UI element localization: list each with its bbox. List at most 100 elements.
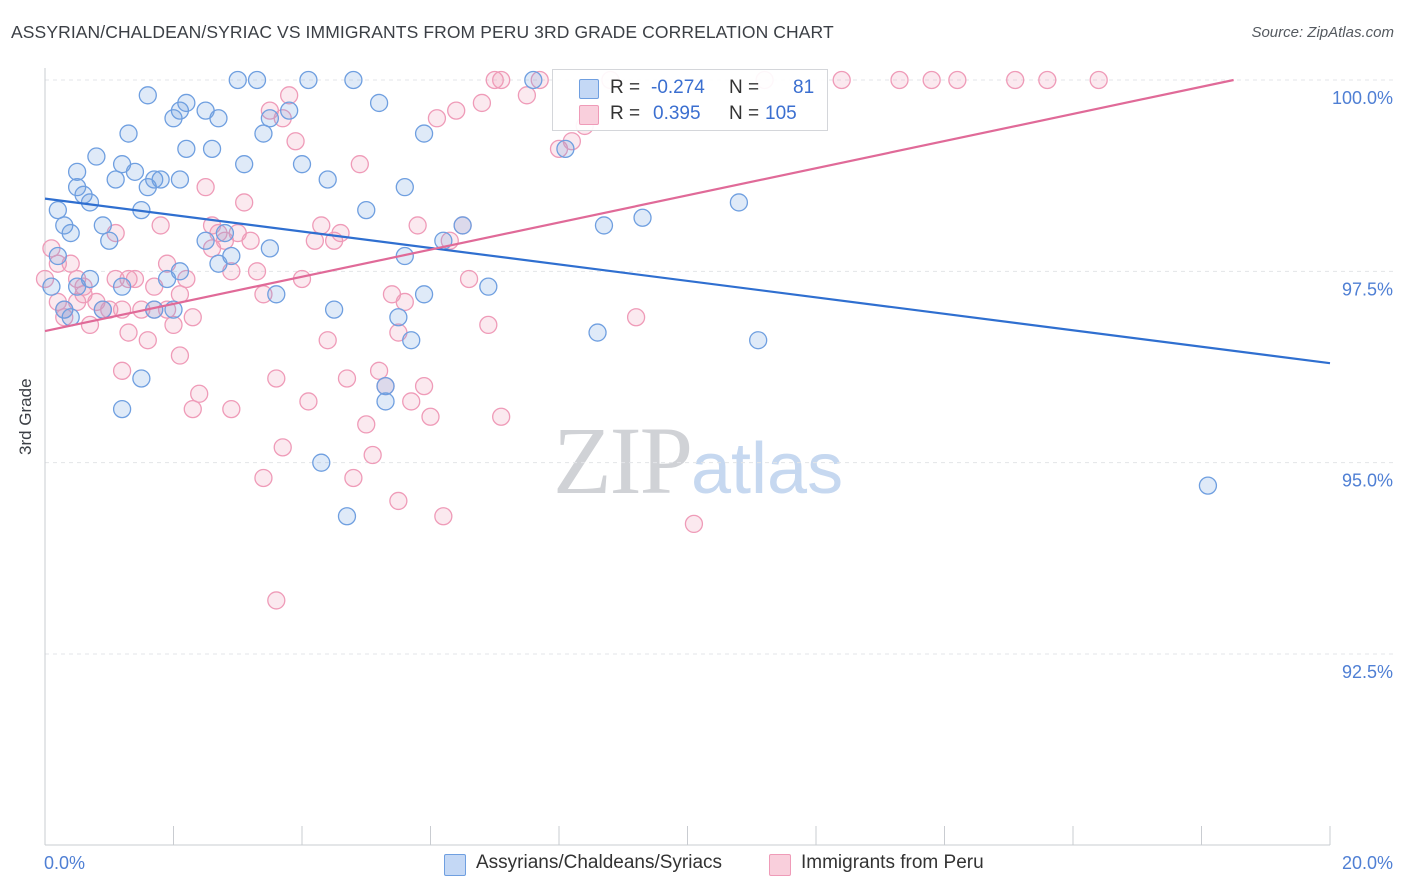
peru-point [517, 86, 537, 105]
assyrian-point [177, 93, 196, 113]
assyrian-point [228, 70, 247, 90]
peru-point [459, 269, 479, 289]
peru-point [55, 308, 74, 327]
source-note: Source: ZipAtlas.com [1251, 24, 1394, 41]
peru-point [479, 315, 498, 335]
peru-point [170, 346, 190, 365]
legend-swatch-blue [579, 79, 599, 99]
assyrian-point [170, 170, 190, 189]
peru-point [427, 109, 447, 128]
assyrian-point [145, 170, 164, 189]
legend-r-value: 0.395 [653, 103, 701, 124]
peru-point [164, 315, 183, 335]
legend-swatch-pink [579, 105, 599, 125]
assyrian-point [479, 277, 498, 296]
peru-point [318, 331, 337, 350]
assyrian-point [318, 170, 337, 189]
assyrian-point [344, 70, 363, 90]
peru-point [1006, 70, 1025, 90]
assyrian-point [87, 147, 106, 166]
assyrian-point [337, 507, 357, 526]
trend-lines [44, 78, 1331, 365]
peru-point [389, 491, 408, 511]
assyrian-point [414, 124, 434, 143]
peru-point [408, 216, 427, 235]
assyrian-point [119, 124, 138, 143]
peru-point [337, 369, 357, 388]
assyrian-point [324, 300, 344, 319]
assyrian-point [395, 177, 414, 197]
assyrian-point [48, 246, 67, 266]
legend-r-label: R = [610, 77, 641, 98]
peru-point [254, 468, 273, 488]
peru-point [119, 323, 138, 342]
peru-point [1038, 70, 1057, 90]
peru-point [434, 507, 453, 526]
assyrian-point [402, 331, 421, 350]
peru-point [530, 70, 549, 90]
assyrian-point [106, 170, 125, 189]
assyrian-point [93, 216, 112, 235]
bottom-legend-swatch-blue [444, 854, 466, 876]
assyrian-point [196, 231, 215, 250]
peru-point [402, 392, 421, 411]
peru-point [299, 392, 318, 411]
bottom-legend-label: Immigrants from Peru [801, 852, 984, 873]
watermark-zip: ZIP [553, 407, 693, 514]
legend-n-label: N = [729, 77, 760, 98]
assyrian-point [357, 200, 376, 220]
series-peru-points [35, 70, 1108, 610]
peru-point [626, 308, 646, 327]
assyrian-point [222, 246, 241, 266]
peru-point [472, 93, 492, 113]
assyrian-point [247, 70, 267, 90]
assyrian-point [151, 170, 170, 189]
assyrian-point [556, 139, 575, 159]
assyrian-point [292, 155, 312, 174]
assyrian-point [177, 139, 196, 159]
assyrian-point [112, 399, 132, 419]
assyrian-point [279, 101, 299, 120]
assyrian-point [260, 109, 280, 128]
watermark-atlas: atlas [691, 429, 844, 509]
legend-row-assyrian: R = -0.274 N = 81 [553, 75, 827, 101]
assyrian-point [376, 376, 395, 396]
legend-n-value: 81 [793, 77, 815, 98]
peru-point [414, 376, 434, 396]
assyrian-point [202, 139, 222, 159]
peru-point [492, 407, 511, 426]
x-tick-label: 20.0% [1342, 853, 1393, 873]
peru-point [395, 292, 414, 312]
legend-n-value: 105 [765, 103, 797, 124]
assyrian-trend-line [44, 197, 1331, 365]
peru-point [1089, 70, 1108, 90]
y-tick-label: 97.5% [1342, 279, 1393, 299]
peru-point [492, 70, 511, 90]
peru-point [279, 86, 299, 105]
assyrian-point [61, 308, 80, 327]
assyrian-point [93, 300, 112, 319]
assyrian-point [112, 277, 132, 296]
series-assyrian-points [42, 70, 1218, 526]
assyrian-point [215, 223, 235, 243]
assyrian-point [312, 453, 331, 472]
peru-point [369, 361, 389, 380]
assyrian-point [260, 239, 280, 258]
peru-trend-line [44, 78, 1234, 333]
peru-point [447, 101, 466, 120]
peru-point [112, 361, 132, 380]
peru-point [922, 70, 941, 90]
assyrian-point [749, 331, 768, 350]
assyrian-point [48, 200, 67, 220]
peru-point [948, 70, 967, 90]
y-tick-label: 100.0% [1332, 88, 1393, 108]
assyrian-point [524, 70, 543, 90]
assyrian-point [61, 223, 80, 243]
legend-row-peru: R = 0.395 N = 105 [553, 101, 827, 127]
peru-point [331, 223, 350, 243]
assyrian-point [235, 155, 254, 174]
peru-point [247, 262, 267, 281]
assyrian-point [453, 216, 472, 235]
peru-point [684, 514, 704, 534]
peru-point [183, 399, 202, 419]
